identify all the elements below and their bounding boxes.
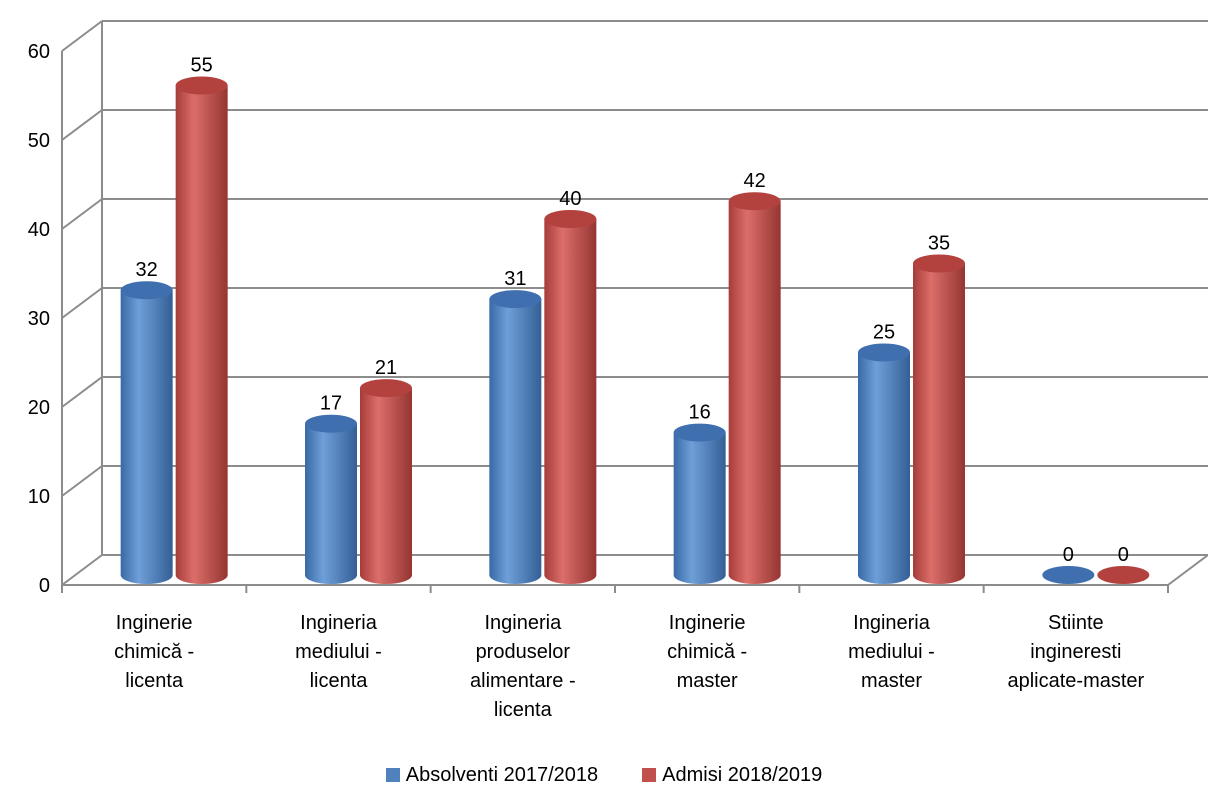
- legend-item-series-1: Absolventi 2017/2018: [385, 763, 599, 787]
- bar-top: [1097, 566, 1150, 584]
- data-label: 40: [559, 188, 581, 210]
- legend-swatch-blue: [385, 768, 400, 782]
- gridline-side: [61, 109, 103, 141]
- data-label: 42: [744, 170, 766, 192]
- bar-top: [305, 414, 357, 433]
- category-label: Stiinte ingineresti aplicate-master: [1007, 612, 1144, 692]
- data-label: 16: [689, 402, 711, 424]
- bar-body: [489, 299, 542, 584]
- bars: 32 55 17 21 31 40 16 42 25 35 0 0: [120, 55, 1150, 585]
- legend-item-series-2: Admisi 2018/2019: [642, 764, 822, 787]
- bar-red-2: 40: [544, 188, 597, 584]
- category-label: Ingineria mediului -master: [848, 612, 935, 692]
- y-tick-label: 60: [28, 41, 50, 63]
- bar-body: [858, 352, 910, 584]
- y-axis-ticks: 0 10 20 30 40 50 60: [28, 41, 50, 597]
- legend-label-series-2: Admisi 2018/2019: [662, 763, 823, 786]
- bar-top: [913, 254, 965, 273]
- gridline-side: [61, 198, 103, 230]
- bar-red-5: 0: [1097, 544, 1150, 584]
- bar-blue-0: 32: [120, 259, 173, 585]
- y-tick-label: 40: [28, 219, 50, 241]
- legend-label-series-1: Absolventi 2017/2018: [405, 763, 599, 786]
- category-label: Inginerie chimică -master: [667, 612, 747, 692]
- y-tick-label: 10: [28, 486, 50, 508]
- bar-blue-1: 17: [305, 393, 357, 584]
- bar-top: [1042, 566, 1095, 584]
- gridline-side: [61, 376, 103, 408]
- bar-blue-4: 25: [858, 322, 910, 584]
- data-label: 31: [504, 268, 526, 290]
- y-tick-label: 50: [28, 130, 50, 152]
- data-label: 25: [873, 322, 895, 344]
- bar-body: [175, 85, 228, 584]
- bar-body: [913, 263, 965, 584]
- gridlines: [61, 20, 1208, 586]
- bar-top: [120, 281, 173, 300]
- bar-red-4: 35: [913, 233, 965, 584]
- data-label: 0: [1118, 544, 1129, 566]
- x-axis-categories: Inginerie chimică -licenta Ingineria mediul…: [61, 585, 1169, 721]
- bar-top: [728, 192, 781, 211]
- category-label: Ingineria mediului -licenta: [295, 612, 382, 692]
- y-tick-label: 20: [28, 397, 50, 419]
- bar-body: [360, 388, 412, 584]
- data-label: 17: [320, 393, 342, 415]
- gridline-side: [61, 287, 103, 319]
- data-label: 0: [1063, 544, 1074, 566]
- y-tick-label: 0: [39, 575, 50, 597]
- gridline-side: [61, 465, 103, 497]
- bar-blue-2: 31: [489, 268, 542, 584]
- bar-blue-3: 16: [673, 402, 726, 584]
- bar-body: [305, 423, 357, 584]
- bar-blue-5: 0: [1042, 544, 1095, 584]
- bar-top: [858, 343, 910, 362]
- bar-body: [120, 290, 173, 585]
- bar-red-1: 21: [360, 357, 412, 584]
- y-tick-label: 30: [28, 308, 50, 330]
- bar-red-0: 55: [175, 55, 228, 584]
- bar-top: [673, 423, 726, 442]
- gridline-side: [61, 554, 103, 586]
- data-label: 32: [136, 259, 158, 281]
- bar-red-3: 42: [728, 170, 781, 584]
- data-label: 35: [928, 233, 950, 255]
- category-label: Inginerie chimică -licenta: [114, 612, 194, 692]
- bar-body: [544, 219, 597, 584]
- bar-top: [360, 379, 412, 398]
- bar-body: [728, 201, 781, 584]
- chart: 0 10 20 30 40 50 60 32 55 17 21 31 40 16 42 25 35 0 0 Ing…: [28, 20, 1208, 721]
- legend-swatch-red: [642, 768, 657, 782]
- floor-right-edge: [1167, 554, 1208, 586]
- data-label: 55: [191, 55, 213, 77]
- legend: Absolventi 2017/2018 Admisi 2018/2019: [0, 762, 1208, 788]
- data-label: 21: [375, 357, 397, 379]
- bar-top: [175, 76, 228, 95]
- bar-body: [673, 432, 726, 584]
- bar-top: [489, 290, 542, 309]
- gridline-side: [61, 20, 103, 52]
- bar-top: [544, 210, 597, 228]
- category-label: Ingineria produselor alimentare -licenta: [470, 612, 576, 721]
